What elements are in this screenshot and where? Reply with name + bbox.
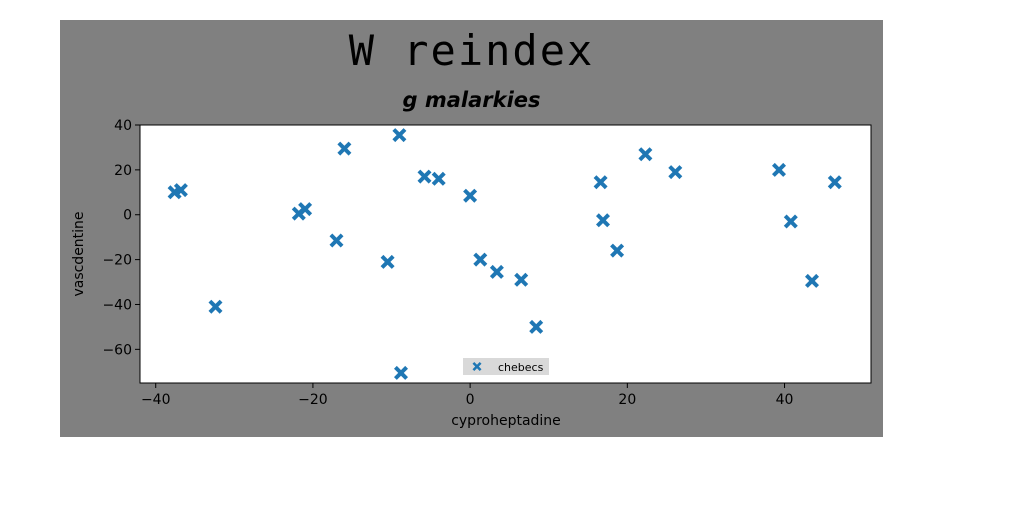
y-tick-label: −60 <box>102 342 132 358</box>
data-point <box>783 214 798 229</box>
data-point <box>772 162 786 177</box>
data-point <box>394 365 408 380</box>
data-point <box>431 171 446 186</box>
y-tick-label: 0 <box>123 208 132 224</box>
data-point <box>337 141 352 156</box>
data-point <box>638 147 653 162</box>
legend: chebecs <box>463 358 549 375</box>
data-point <box>610 243 625 258</box>
y-tick-label: 20 <box>114 163 132 179</box>
data-point <box>208 299 223 314</box>
figure: W reindex g malarkies −40 −20 0 20 40 40 20 0 −2… <box>60 20 883 437</box>
y-tick-label: −40 <box>102 297 132 313</box>
data-point <box>173 183 188 198</box>
data-point <box>463 188 478 203</box>
y-axis-label: vascdentine <box>71 211 87 296</box>
legend-marker <box>472 362 482 371</box>
x-tick-label: 0 <box>466 392 475 408</box>
legend-box <box>463 358 549 375</box>
data-point <box>380 254 395 269</box>
y-tick-label: −20 <box>102 253 132 269</box>
plot-area <box>139 124 872 384</box>
chart-canvas: −40 −20 0 20 40 40 20 0 −20 −40 −60 chebecs cyproh… <box>71 118 872 429</box>
y-tick-label: 40 <box>114 118 132 134</box>
legend-label: chebecs <box>498 361 544 374</box>
data-point <box>529 319 544 334</box>
data-point <box>805 273 819 288</box>
data-point <box>668 165 683 180</box>
x-tick-label: −20 <box>298 392 328 408</box>
data-point <box>298 202 313 217</box>
data-point <box>596 213 610 228</box>
data-point <box>417 169 432 184</box>
x-axis-label: cyproheptadine <box>451 413 561 429</box>
axis-ticks: −40 −20 0 20 40 40 20 0 −20 −40 −60 <box>102 118 793 408</box>
scatter-points <box>167 128 842 380</box>
data-point <box>489 264 504 279</box>
chart-title: g malarkies <box>402 88 541 112</box>
data-point <box>392 128 407 143</box>
x-tick-label: 40 <box>776 392 794 408</box>
data-point <box>827 175 842 190</box>
legend-marker-icon <box>472 362 482 371</box>
data-point <box>473 252 488 267</box>
chart-suptitle: W reindex <box>348 26 595 75</box>
x-tick-label: −40 <box>141 392 171 408</box>
data-point <box>514 272 529 287</box>
x-tick-label: 20 <box>618 392 636 408</box>
data-point <box>593 175 608 190</box>
data-point <box>329 233 344 248</box>
